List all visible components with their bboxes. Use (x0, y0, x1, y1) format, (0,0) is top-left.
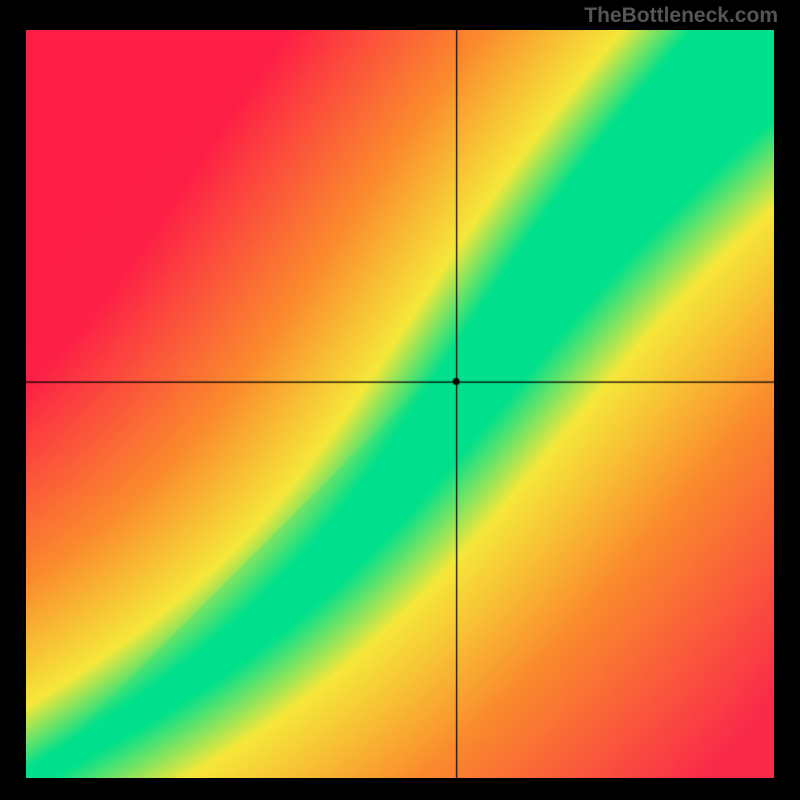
chart-container: TheBottleneck.com (0, 0, 800, 800)
bottleneck-heatmap (26, 30, 774, 778)
watermark-text: TheBottleneck.com (584, 4, 778, 28)
